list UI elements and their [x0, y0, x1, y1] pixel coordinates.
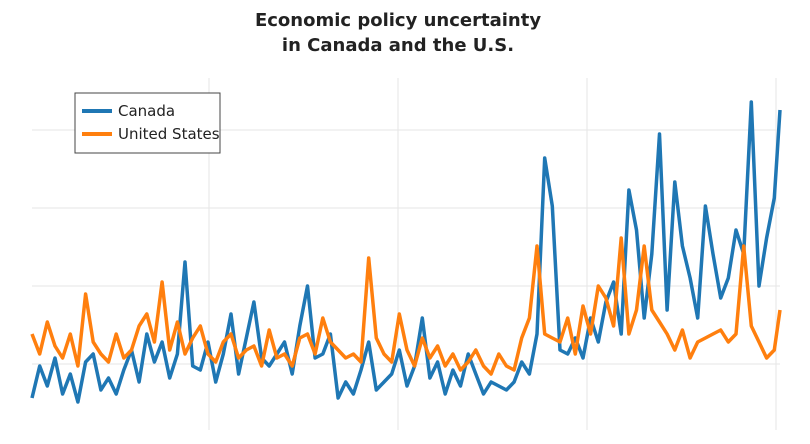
legend-box [74, 92, 221, 154]
legend: Canada United States [74, 92, 221, 154]
series-layer [30, 100, 782, 404]
grid [32, 78, 780, 430]
chart-title-line-1: Economic policy uncertainty [255, 10, 541, 31]
chart-title-line-2: in Canada and the U.S. [282, 35, 514, 56]
series-line-united-states [30, 236, 782, 376]
legend-label-united-states: United States [118, 125, 220, 143]
series-line-canada [30, 100, 782, 404]
legend-label-canada: Canada [118, 102, 175, 120]
